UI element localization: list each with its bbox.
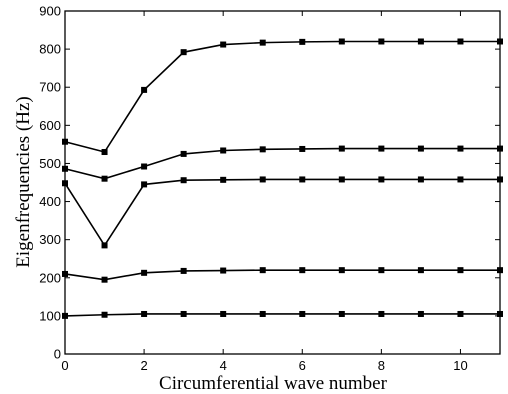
data-point-marker bbox=[101, 276, 108, 283]
data-point-marker bbox=[497, 176, 503, 183]
data-point-marker bbox=[417, 145, 424, 152]
y-tick-label: 600 bbox=[39, 118, 61, 133]
data-point-marker bbox=[101, 149, 108, 156]
data-point-marker bbox=[457, 176, 464, 183]
data-point-marker bbox=[220, 41, 227, 48]
y-tick-label: 100 bbox=[39, 308, 61, 323]
y-tick-label: 400 bbox=[39, 194, 61, 209]
data-point-marker bbox=[141, 163, 148, 170]
data-point-marker bbox=[378, 38, 385, 45]
data-point-marker bbox=[141, 269, 148, 276]
data-point-marker bbox=[180, 310, 187, 317]
data-point-marker bbox=[338, 267, 345, 274]
data-point-marker bbox=[497, 145, 503, 152]
data-point-marker bbox=[338, 310, 345, 317]
data-point-marker bbox=[497, 38, 503, 45]
x-tick-label: 8 bbox=[378, 358, 385, 373]
data-point-marker bbox=[378, 176, 385, 183]
data-point-marker bbox=[338, 176, 345, 183]
x-tick-label: 10 bbox=[453, 358, 467, 373]
data-point-marker bbox=[457, 267, 464, 274]
data-point-marker bbox=[457, 145, 464, 152]
series-line bbox=[64, 313, 500, 317]
data-point-marker bbox=[62, 270, 68, 277]
data-point-marker bbox=[141, 181, 148, 188]
series-line bbox=[64, 269, 500, 281]
y-tick-label: 500 bbox=[39, 156, 61, 171]
data-point-marker bbox=[220, 176, 227, 183]
x-axis-label: Circumferential wave number bbox=[159, 373, 388, 394]
data-point-marker bbox=[457, 310, 464, 317]
y-axis: 0 100 200 300 400 500 600 700 800 900 bbox=[39, 4, 500, 362]
data-point-marker bbox=[417, 267, 424, 274]
data-point-marker bbox=[101, 175, 108, 182]
data-point-marker bbox=[141, 86, 148, 93]
data-point-marker bbox=[101, 242, 108, 249]
y-axis-label: Eigenfrequencies (Hz) bbox=[13, 96, 34, 267]
series-4 bbox=[62, 145, 503, 182]
x-tick-label: 0 bbox=[61, 358, 68, 373]
data-point-marker bbox=[101, 311, 108, 318]
data-point-marker bbox=[62, 312, 68, 319]
data-point-marker bbox=[299, 145, 306, 152]
data-point-marker bbox=[259, 176, 266, 183]
data-point-marker bbox=[378, 310, 385, 317]
data-point-marker bbox=[299, 267, 306, 274]
data-point-marker bbox=[220, 267, 227, 274]
plot-area bbox=[64, 10, 501, 355]
y-tick-label: 300 bbox=[39, 232, 61, 247]
data-point-marker bbox=[378, 145, 385, 152]
data-point-marker bbox=[220, 310, 227, 317]
y-tick-label: 0 bbox=[54, 347, 61, 362]
series-3 bbox=[62, 176, 503, 249]
data-point-marker bbox=[338, 38, 345, 45]
data-point-marker bbox=[497, 310, 503, 317]
y-tick-label: 800 bbox=[39, 42, 61, 57]
data-point-marker bbox=[220, 147, 227, 154]
data-point-marker bbox=[180, 49, 187, 56]
x-tick-label: 6 bbox=[299, 358, 306, 373]
x-tick-label: 4 bbox=[220, 358, 227, 373]
series-1 bbox=[62, 310, 503, 319]
data-point-marker bbox=[259, 310, 266, 317]
data-point-marker bbox=[180, 267, 187, 274]
y-tick-label: 900 bbox=[39, 4, 61, 19]
data-point-marker bbox=[259, 267, 266, 274]
x-axis: 0 2 4 6 8 10 bbox=[61, 11, 468, 373]
data-point-marker bbox=[378, 267, 385, 274]
data-point-marker bbox=[417, 310, 424, 317]
series-5 bbox=[62, 38, 503, 156]
y-tick-label: 200 bbox=[39, 270, 61, 285]
data-point-marker bbox=[62, 180, 68, 187]
data-point-marker bbox=[180, 150, 187, 157]
y-tick-label: 700 bbox=[39, 80, 61, 95]
data-point-marker bbox=[417, 176, 424, 183]
data-point-marker bbox=[62, 138, 68, 145]
series-line bbox=[64, 178, 500, 247]
data-point-marker bbox=[457, 38, 464, 45]
data-point-marker bbox=[259, 39, 266, 46]
data-point-marker bbox=[497, 267, 503, 274]
series-layer bbox=[62, 38, 503, 319]
plot-border bbox=[64, 10, 501, 355]
data-point-marker bbox=[299, 38, 306, 45]
data-point-marker bbox=[299, 176, 306, 183]
data-point-marker bbox=[62, 165, 68, 172]
data-point-marker bbox=[417, 38, 424, 45]
series-line bbox=[64, 147, 500, 180]
data-point-marker bbox=[299, 310, 306, 317]
data-point-marker bbox=[141, 310, 148, 317]
series-2 bbox=[62, 267, 503, 283]
x-tick-label: 2 bbox=[140, 358, 147, 373]
series-line bbox=[64, 40, 500, 153]
data-point-marker bbox=[180, 177, 187, 184]
data-point-marker bbox=[259, 146, 266, 153]
data-point-marker bbox=[338, 145, 345, 152]
